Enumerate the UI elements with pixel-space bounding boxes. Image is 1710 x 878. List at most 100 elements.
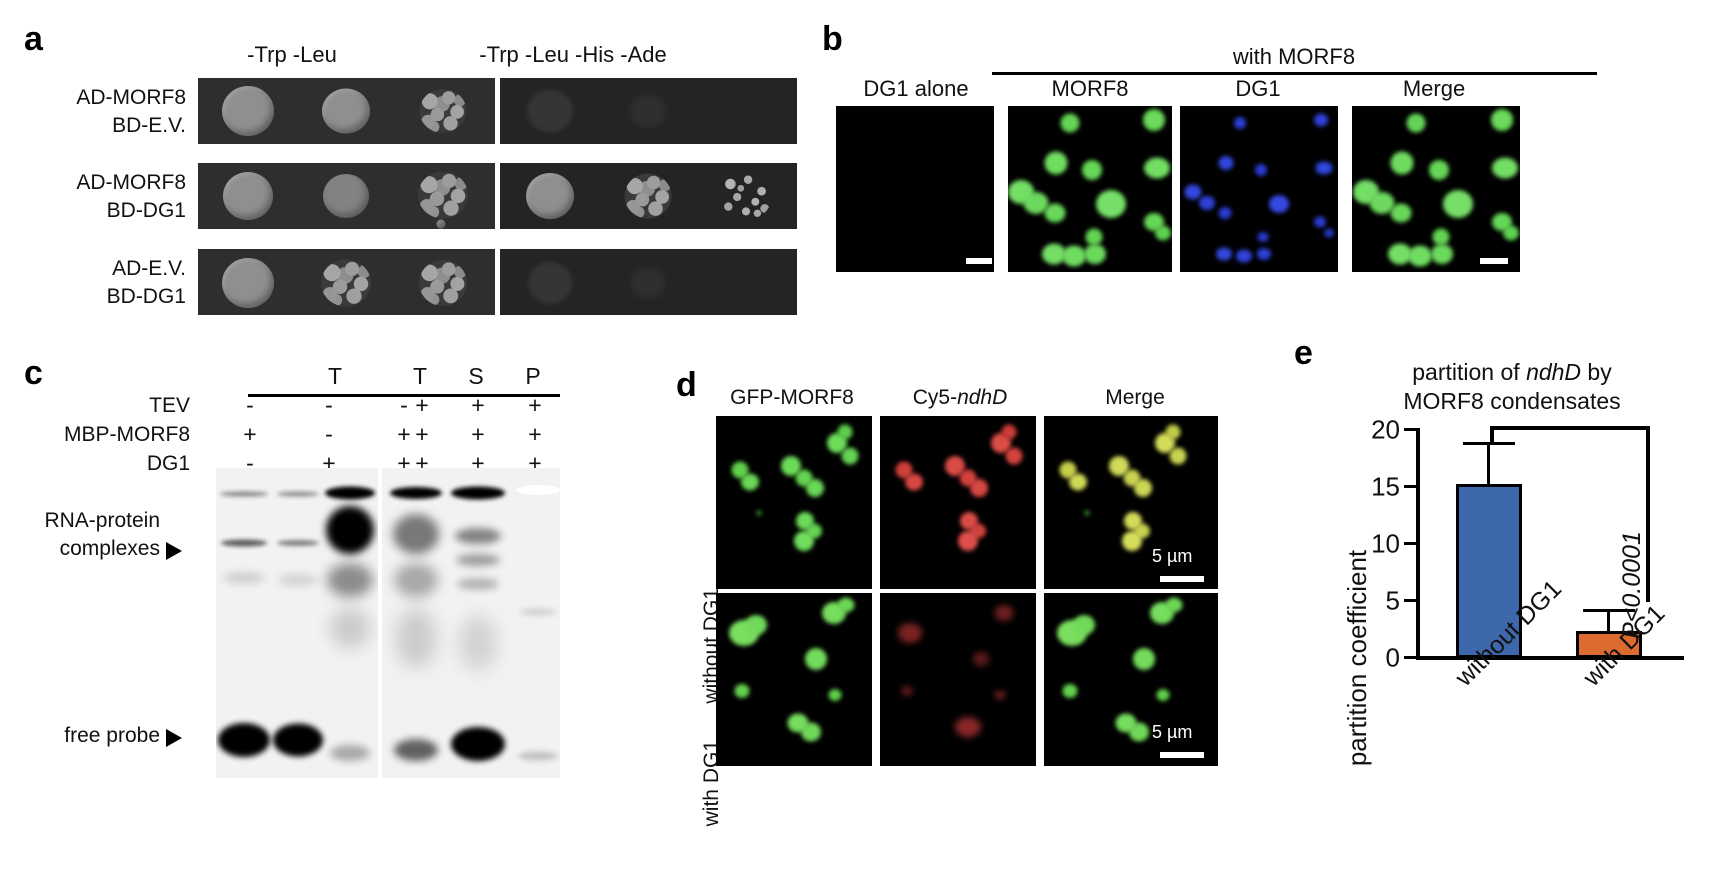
condensate: [1314, 113, 1328, 127]
y-axis: [1416, 428, 1420, 658]
y-tick-20: [1404, 428, 1417, 431]
gel-band: [277, 491, 319, 497]
panel-b-group-rule: [992, 72, 1597, 75]
panel-b-scalebar-2: [1480, 258, 1508, 264]
panel-a-plate-row2-permissive: [198, 163, 495, 229]
panel-d-image-cy5-with-dg1: [880, 593, 1036, 766]
condensate: [1155, 225, 1171, 241]
bar-without-dg1[interactable]: [1456, 484, 1522, 658]
condensate: [1122, 531, 1142, 551]
panel-d-image-merge-without-dg1: [1044, 416, 1218, 589]
condensate: [898, 623, 922, 643]
condensate: [1234, 117, 1246, 129]
bar-chart: 0 5 10 15 20 partition coefficient P<0.0…: [1342, 415, 1700, 766]
condensate: [1218, 156, 1234, 170]
condensate: [1082, 160, 1102, 180]
errorbar-cap-with-dg1: [1583, 609, 1635, 612]
y-tick-label-15: 15: [1371, 471, 1400, 502]
condensate: [1144, 157, 1170, 179]
gel-lane-empty: [516, 485, 560, 495]
panel-letter-d: d: [676, 366, 697, 404]
yeast-spot: [418, 171, 468, 219]
yeast-spot: [321, 259, 371, 307]
panel-c-band-label-rnaprotein-line1: RNA-protein: [44, 509, 160, 532]
condensate: [745, 615, 767, 635]
y-tick-label-5: 5: [1385, 585, 1400, 616]
condensate: [1001, 424, 1017, 440]
condensate: [1169, 447, 1187, 465]
panel-a-row-label-3-line1: AD-E.V.: [112, 257, 186, 280]
chart-title-line2: MORF8 condensates: [1403, 387, 1621, 414]
condensate: [945, 456, 965, 476]
condensate: [1084, 510, 1090, 516]
y-tick-15: [1404, 485, 1417, 488]
condensate: [1314, 216, 1326, 228]
gel-band-free-probe: [273, 723, 323, 757]
panel-c-gel-right: [382, 468, 560, 778]
condensate: [1369, 192, 1395, 214]
yeast-spot: [322, 88, 370, 134]
panel-c-cell: -: [246, 450, 254, 476]
panel-c-row-label-dg1: DG1: [146, 452, 190, 475]
condensate: [1218, 207, 1232, 219]
condensate: [1429, 160, 1449, 180]
panel-a-row-label-3-line2: BD-DG1: [106, 285, 186, 308]
condensate: [1060, 113, 1080, 133]
y-tick-label-0: 0: [1385, 642, 1400, 673]
condensate: [1408, 245, 1432, 267]
condensate: [841, 447, 859, 465]
condensate: [1315, 161, 1333, 175]
gel-band: [223, 572, 265, 584]
panel-c-cell: +: [397, 421, 411, 447]
yeast-spot: [630, 94, 666, 128]
condensate: [1236, 249, 1252, 263]
y-tick-5: [1404, 599, 1417, 602]
panel-a-row-label-2-line1: AD-MORF8: [76, 171, 186, 194]
yeast-spot: [223, 172, 273, 220]
condensate: [1390, 203, 1412, 223]
condensate: [805, 648, 827, 670]
panel-b-column-label-4: Merge: [1402, 76, 1466, 101]
gel-band-smear: [327, 563, 373, 597]
panel-c-cell: -: [246, 392, 254, 418]
condensate: [958, 531, 978, 551]
panel-d-image-merge-with-dg1: [1044, 593, 1218, 766]
gel-band-smear: [459, 615, 497, 671]
condensate: [1184, 184, 1202, 200]
yeast-spot: [323, 174, 369, 218]
panel-c-cell: -: [400, 392, 408, 418]
panel-c-cell: +: [415, 421, 429, 447]
panel-b-group-header: with MORF8: [1232, 44, 1356, 69]
gel-band: [220, 491, 268, 497]
panel-b-image-merge: [1352, 106, 1520, 272]
yeast-spot: [526, 173, 574, 219]
gel-band-shifted-complex: [326, 506, 374, 554]
panel-c-cell: +: [415, 392, 429, 418]
condensate: [1084, 244, 1106, 264]
panel-c-gel-left: [216, 468, 378, 778]
chart-title-line1: partition of ndhD by: [1412, 359, 1612, 385]
panel-c-group-label-P: P: [525, 363, 541, 389]
condensate: [1005, 447, 1023, 465]
gel-band: [456, 554, 500, 566]
condensate: [781, 456, 801, 476]
panel-c-band-label-freeprobe: free probe: [64, 724, 160, 747]
condensate: [837, 424, 853, 440]
yeast-spot: [527, 89, 573, 133]
panel-d-column-label-gfp-morf8: GFP-MORF8: [730, 386, 854, 409]
condensate: [955, 717, 981, 737]
condensate: [1443, 190, 1473, 218]
panel-b-scalebar-1: [966, 258, 992, 264]
condensate: [1143, 109, 1165, 131]
panel-c-cell: +: [528, 421, 542, 447]
panel-d-image-gfp-with-dg1: [716, 593, 872, 766]
panel-c-band-label-rnaprotein-line2: complexes: [59, 537, 160, 560]
chart-title: partition of ndhD by MORF8 condensates: [1347, 358, 1677, 416]
panel-c-cell: +: [471, 421, 485, 447]
condensate: [1133, 648, 1155, 670]
significance-bracket-right: [1646, 426, 1650, 602]
condensate: [828, 689, 842, 701]
condensate: [1255, 164, 1267, 176]
arrow-icon-rna-protein: [166, 542, 182, 560]
panel-a-plate-row3-permissive: [198, 249, 495, 315]
